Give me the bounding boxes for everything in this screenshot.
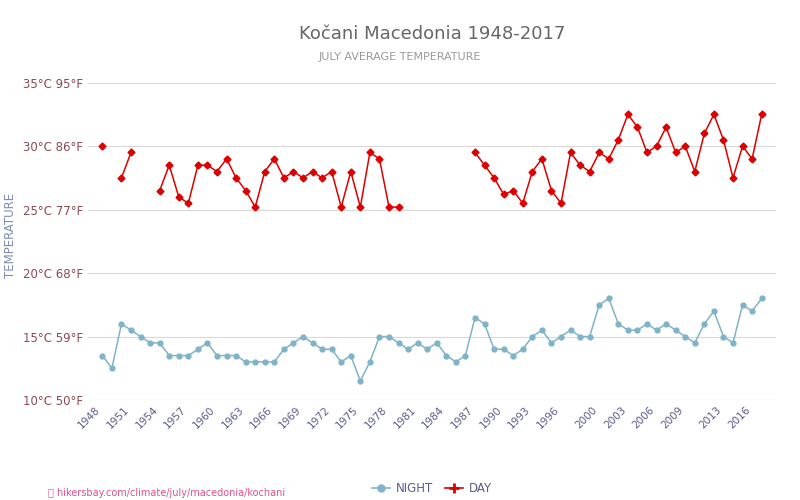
- Title: Kočani Macedonia 1948-2017: Kočani Macedonia 1948-2017: [299, 26, 565, 44]
- Legend: NIGHT, DAY: NIGHT, DAY: [367, 478, 497, 500]
- Text: 📍 hikersbay.com/climate/july/macedonia/kochani: 📍 hikersbay.com/climate/july/macedonia/k…: [48, 488, 285, 498]
- Y-axis label: TEMPERATURE: TEMPERATURE: [4, 192, 18, 278]
- Text: JULY AVERAGE TEMPERATURE: JULY AVERAGE TEMPERATURE: [319, 52, 481, 62]
